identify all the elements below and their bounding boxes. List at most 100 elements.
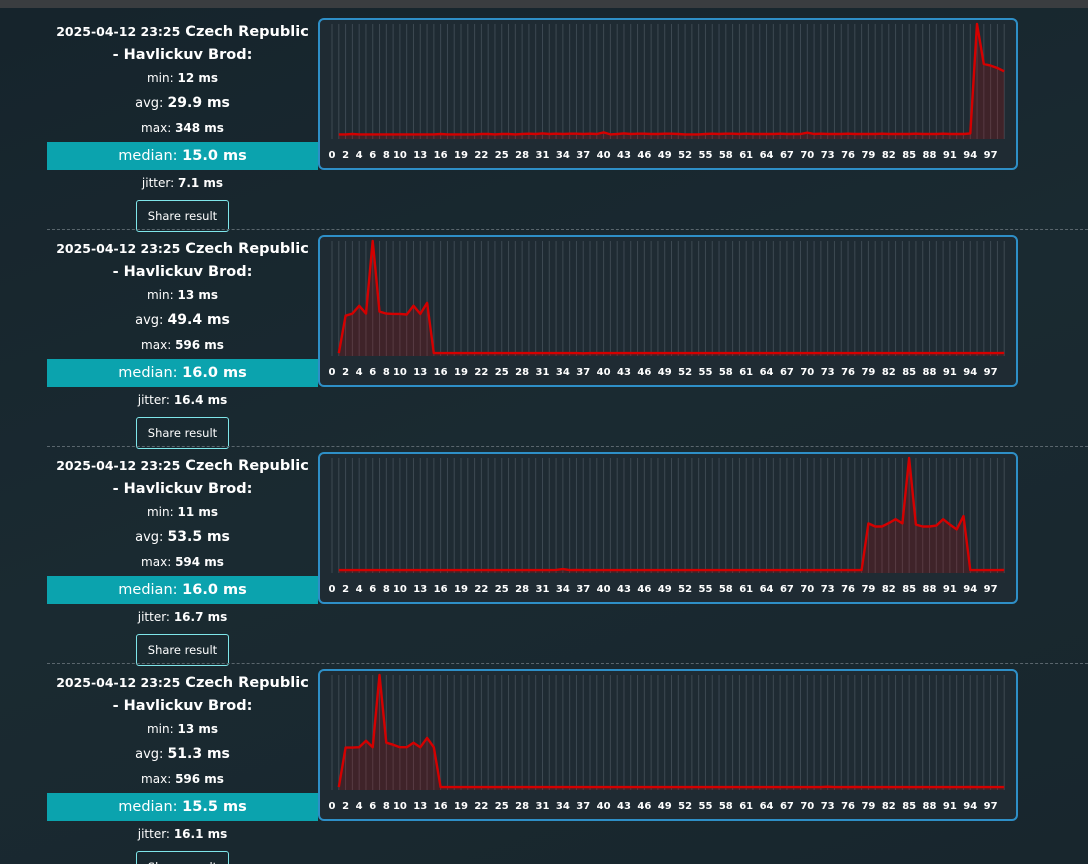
x-tick-label: 85 (902, 801, 916, 812)
x-tick-label: 19 (454, 584, 468, 595)
top-bar (0, 0, 1088, 8)
median-value: 15.5 ms (182, 799, 247, 815)
result-summary: 2025-04-12 23:25 Czech Republic - Havlick… (47, 666, 318, 864)
x-tick-label: 46 (637, 584, 651, 595)
median-value: 16.0 ms (182, 582, 247, 598)
max-label: max: (141, 555, 172, 569)
x-tick-label: 82 (882, 150, 896, 161)
result-summary: 2025-04-12 23:25 Czech Republic - Havlick… (47, 15, 318, 232)
x-tick-label: 49 (658, 584, 672, 595)
x-tick-label: 94 (963, 367, 977, 378)
x-tick-label: 79 (861, 801, 875, 812)
x-tick-label: 8 (383, 801, 390, 812)
share-button[interactable]: Share result (136, 417, 229, 449)
result-location: Czech Republic - Havlickuv Brod: (112, 241, 309, 280)
x-tick-label: 28 (515, 584, 529, 595)
share-button[interactable]: Share result (136, 634, 229, 666)
x-tick-label: 6 (369, 150, 376, 161)
result-header: 2025-04-12 23:25 Czech Republic - Havlick… (47, 666, 318, 717)
x-tick-label: 2 (342, 801, 349, 812)
x-tick-label: 79 (861, 367, 875, 378)
result-header: 2025-04-12 23:25 Czech Republic - Havlick… (47, 449, 318, 500)
x-tick-label: 88 (923, 367, 937, 378)
x-tick-label: 58 (719, 367, 733, 378)
latency-chart: 0 2 4 6 8 10 13 16 19 22 25 28 31 34 37 40 43 46 49 52 55 58 6… (329, 22, 1005, 161)
x-tick-label: 34 (556, 801, 570, 812)
max-value: 348 ms (175, 121, 224, 135)
x-tick-label: 16 (434, 150, 448, 161)
x-tick-label: 97 (984, 367, 998, 378)
x-tick-label: 85 (902, 584, 916, 595)
jitter-value: 16.4 ms (173, 393, 228, 407)
x-tick-label: 16 (434, 367, 448, 378)
x-tick-label: 52 (678, 367, 692, 378)
share-button[interactable]: Share result (136, 200, 229, 232)
share-button[interactable]: Share result (136, 851, 229, 864)
latency-chart: 0 2 4 6 8 10 13 16 19 22 25 28 31 34 37 40 43 46 49 52 55 58 6… (329, 673, 1005, 812)
x-tick-label: 25 (495, 584, 509, 595)
x-tick-label: 73 (821, 150, 835, 161)
median-value: 15.0 ms (182, 148, 247, 164)
x-tick-label: 8 (383, 150, 390, 161)
x-tick-label: 61 (739, 584, 753, 595)
max-row: max: 596 ms (47, 334, 318, 356)
x-tick-label: 25 (495, 150, 509, 161)
x-tick-label: 31 (536, 150, 550, 161)
median-label: median: (118, 148, 178, 164)
jitter-value: 7.1 ms (177, 176, 224, 190)
x-tick-label: 22 (474, 584, 488, 595)
x-tick-label: 19 (454, 801, 468, 812)
min-row: min: 13 ms (47, 717, 318, 741)
x-tick-label: 88 (923, 584, 937, 595)
result-summary: 2025-04-12 23:25 Czech Republic - Havlick… (47, 449, 318, 666)
min-value: 12 ms (177, 71, 219, 85)
x-tick-label: 76 (841, 801, 855, 812)
median-row: median: 16.0 ms (47, 359, 318, 387)
chart-frame: 0 2 4 6 8 10 13 16 19 22 25 28 31 34 37 40 43 46 49 52 55 58 6… (318, 18, 1018, 170)
x-tick-label: 67 (780, 367, 794, 378)
x-tick-label: 49 (658, 801, 672, 812)
x-tick-label: 4 (356, 367, 363, 378)
x-tick-label: 52 (678, 584, 692, 595)
x-tick-label: 64 (760, 801, 774, 812)
result-header: 2025-04-12 23:25 Czech Republic - Havlick… (47, 15, 318, 66)
result-date: 2025-04-12 23:25 (56, 24, 181, 39)
avg-label: avg: (135, 530, 164, 545)
result-block: 2025-04-12 23:25 Czech Republic - Havlick… (0, 15, 1088, 232)
jitter-row: jitter: 7.1 ms (47, 170, 318, 196)
x-tick-label: 91 (943, 584, 957, 595)
x-tick-label: 52 (678, 150, 692, 161)
median-row: median: 15.0 ms (47, 142, 318, 170)
x-tick-label: 67 (780, 584, 794, 595)
x-tick-label: 31 (536, 801, 550, 812)
x-tick-label: 97 (984, 584, 998, 595)
x-tick-label: 58 (719, 150, 733, 161)
avg-label: avg: (135, 96, 164, 111)
x-tick-label: 0 (329, 150, 336, 161)
x-tick-label: 61 (739, 150, 753, 161)
x-tick-label: 82 (882, 584, 896, 595)
x-tick-label: 37 (576, 367, 590, 378)
x-tick-label: 28 (515, 367, 529, 378)
x-tick-label: 37 (576, 584, 590, 595)
line-area (338, 241, 1005, 356)
x-tick-label: 76 (841, 584, 855, 595)
x-tick-label: 88 (923, 801, 937, 812)
avg-row: avg: 29.9 ms (47, 90, 318, 117)
x-tick-label: 6 (369, 801, 376, 812)
result-block: 2025-04-12 23:25 Czech Republic - Havlick… (0, 229, 1088, 449)
latency-line (338, 456, 1005, 572)
x-tick-label: 10 (393, 367, 407, 378)
x-tick-label: 55 (698, 367, 712, 378)
latency-line (337, 239, 1005, 355)
max-row: max: 348 ms (47, 117, 318, 139)
jitter-row: jitter: 16.1 ms (47, 821, 318, 847)
min-label: min: (146, 288, 174, 302)
x-tick-label: 67 (780, 150, 794, 161)
x-tick-label: 82 (882, 801, 896, 812)
min-label: min: (146, 722, 174, 736)
x-tick-label: 0 (329, 367, 336, 378)
avg-row: avg: 49.4 ms (47, 307, 318, 334)
jitter-label: jitter: (137, 827, 170, 841)
x-tick-label: 46 (637, 367, 651, 378)
